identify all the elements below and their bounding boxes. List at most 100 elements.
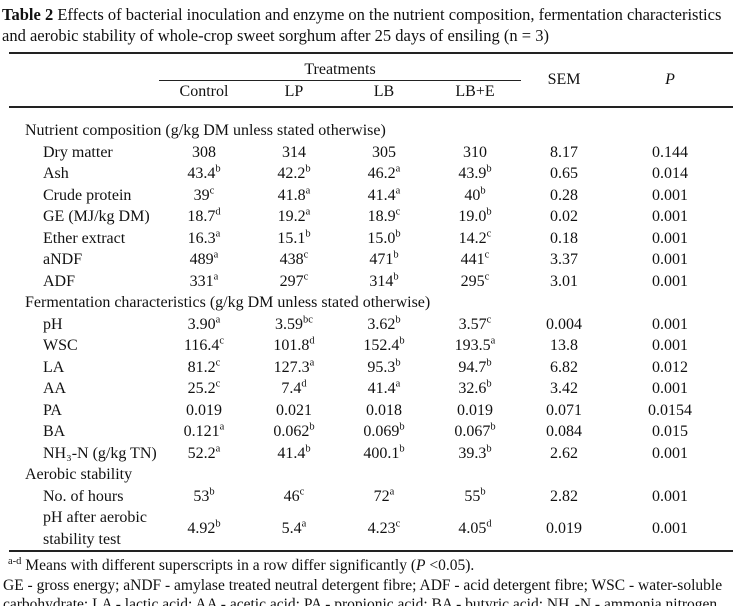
cell-value: 42.2b: [277, 163, 311, 182]
significance-superscript: b: [486, 443, 492, 455]
significance-superscript: b: [486, 357, 492, 369]
table-row: Ether extract 16.3a 15.1b 15.0b 14.2c 0.18 0.0…: [9, 228, 733, 250]
significance-superscript: d: [309, 335, 315, 347]
cell-value: 39c: [193, 185, 215, 204]
group-header-row: Treatments SEM P: [9, 53, 733, 88]
cell-value: 7.4d: [281, 378, 307, 397]
section-label: Fermentation characteristics (g/kg DM un…: [25, 294, 431, 311]
cell-value: 127.3a: [273, 357, 315, 376]
table-row: Ash 43.4b 42.2b 46.2a 43.9b 0.65 0.014: [9, 163, 733, 185]
significance-superscript: a: [490, 335, 496, 347]
row-label: Ash: [43, 165, 69, 182]
table-row: pH after aerobic stability test 4.92b 5.4a…: [9, 507, 733, 551]
table-row: GE (MJ/kg DM) 18.7d 19.2a 18.9c 19.0b 0.02 0.0…: [9, 206, 733, 228]
cell-value: 314b: [369, 271, 399, 290]
column-header-control: Control: [179, 83, 229, 100]
significance-superscript: b: [486, 378, 492, 390]
significance-superscript: a: [395, 185, 401, 197]
significance-superscript: a: [305, 206, 311, 218]
cell-value: 331a: [189, 271, 219, 290]
significance-superscript: c: [299, 486, 305, 498]
cell-value: 5.4a: [281, 518, 307, 537]
significance-superscript: a: [213, 249, 219, 261]
table-row: Dry matter 308 314 305 310 8.17 0.144: [9, 142, 733, 164]
significance-superscript: b: [393, 249, 399, 261]
footnote-tail: <0.05).: [425, 557, 475, 574]
cell-value: 0.019: [186, 401, 222, 419]
sem-column-header: SEM: [547, 71, 581, 88]
cell-value: 43.9b: [458, 163, 492, 182]
footnote-superscript: a-d: [8, 555, 22, 567]
cell-value: 0.18: [550, 229, 579, 247]
cell-value: 32.6b: [458, 378, 492, 397]
row-label: aNDF: [43, 251, 83, 268]
cell-value: 193.5a: [454, 335, 496, 354]
cell-value: 0.144: [652, 143, 689, 161]
row-label: NH₃-N (g/kg TN): [43, 444, 157, 462]
cell-value: 52.2a: [187, 443, 221, 462]
cell-value: 19.0b: [458, 206, 492, 225]
cell-value: 0.019: [546, 519, 583, 537]
cell-value: 0.001: [652, 337, 689, 354]
cell-value: 39.3b: [458, 443, 492, 462]
cell-value: 0.069b: [363, 421, 405, 440]
significance-superscript: b: [399, 421, 405, 433]
cell-value: 441c: [460, 249, 490, 268]
cell-value: 305: [372, 143, 396, 161]
significance-superscript: b: [480, 486, 486, 498]
significance-superscript: d: [215, 206, 221, 218]
cell-value: 0.071: [546, 401, 583, 419]
cell-value: 308: [192, 143, 216, 161]
significance-superscript: b: [486, 163, 492, 175]
cell-value: 295c: [460, 271, 490, 290]
column-header-lp: LP: [284, 83, 304, 100]
cell-value: 101.8d: [273, 335, 315, 354]
cell-value: 25.2c: [187, 378, 221, 397]
table-row: NH₃-N (g/kg TN) 52.2a 41.4b 400.1b 39.3b 2.62…: [9, 443, 733, 465]
cell-value: 3.59bc: [275, 314, 313, 333]
cell-value: 0.062b: [273, 421, 315, 440]
results-table: Treatments SEM P Control LP LB LB+E Nutr…: [9, 52, 734, 552]
significance-superscript: c: [303, 271, 309, 283]
cell-value: 0.02: [550, 208, 579, 225]
cell-value: 0.28: [550, 186, 579, 204]
cell-value: 0.121a: [183, 421, 225, 440]
cell-value: 16.3a: [187, 228, 221, 247]
row-label: pH after aerobic stability test: [43, 509, 147, 548]
cell-value: 400.1b: [363, 443, 405, 462]
significance-superscript: b: [480, 185, 486, 197]
significance-superscript: b: [393, 271, 399, 283]
significance-superscript: a: [215, 443, 221, 455]
cell-value: 0.067b: [454, 421, 496, 440]
table-number: Table 2: [2, 5, 54, 24]
row-label: AA: [43, 380, 67, 397]
cell-value: 0.018: [366, 401, 402, 419]
row-label: No. of hours: [43, 487, 124, 505]
table-row: LA 81.2c 127.3a 95.3b 94.7b 6.82 0.012: [9, 357, 733, 379]
cell-value: 3.90a: [187, 314, 221, 333]
table-row: AA 25.2c 7.4d 41.4a 32.6b 3.42 0.001: [9, 378, 733, 400]
row-label: Ether extract: [43, 229, 126, 247]
significance-superscript: a: [301, 518, 307, 530]
row-label: LA: [43, 358, 65, 376]
table-body: Nutrient composition (g/kg DM unless sta…: [9, 107, 733, 551]
row-label: WSC: [43, 337, 78, 354]
table-row: PA 0.019 0.021 0.018 0.019 0.071 0.0154: [9, 400, 733, 422]
significance-superscript: c: [486, 314, 492, 326]
significance-superscript: c: [209, 185, 215, 197]
cell-value: 0.001: [652, 251, 689, 268]
cell-value: 471b: [369, 249, 399, 268]
column-header-lbe: LB+E: [455, 83, 495, 100]
cell-value: 55b: [464, 486, 486, 505]
significance-superscript: b: [490, 421, 496, 433]
cell-value: 8.17: [550, 143, 579, 161]
significance-superscript: b: [399, 335, 405, 347]
cell-value: 0.084: [546, 423, 583, 440]
row-label-column-header: [9, 81, 159, 108]
cell-value: 3.42: [550, 380, 579, 397]
row-label: GE (MJ/kg DM): [43, 208, 150, 225]
cell-value: 19.2a: [277, 206, 311, 225]
significance-superscript: c: [303, 249, 309, 261]
cell-value: 6.82: [550, 358, 579, 376]
